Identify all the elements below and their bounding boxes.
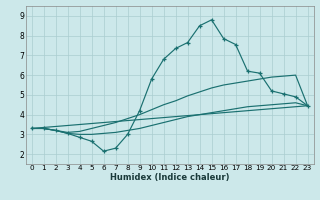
X-axis label: Humidex (Indice chaleur): Humidex (Indice chaleur) — [110, 173, 229, 182]
